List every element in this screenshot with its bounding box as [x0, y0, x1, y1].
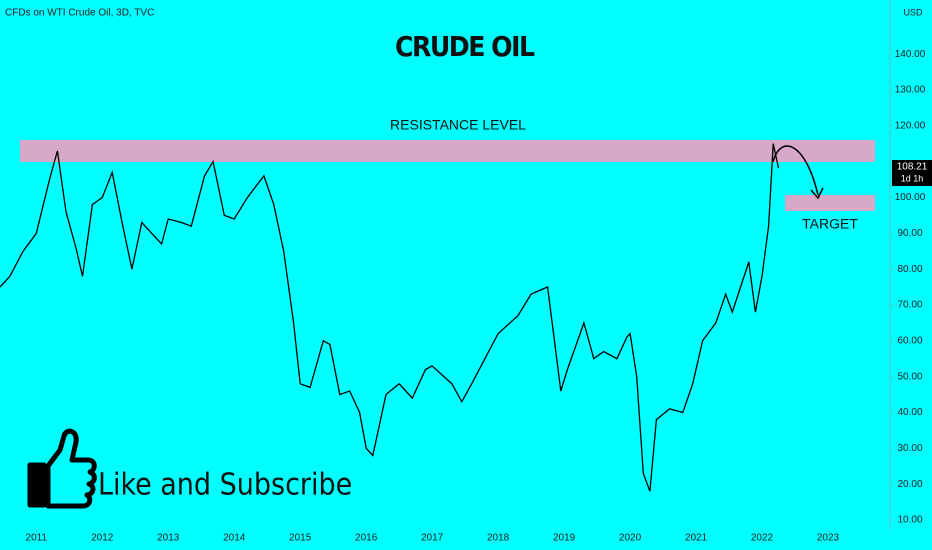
- y-tick-label: 10.00: [897, 515, 922, 526]
- y-tick-label: 40.00: [897, 407, 922, 418]
- y-tick-label: 100.00: [895, 192, 926, 203]
- arrow-head: [810, 187, 824, 200]
- countdown-label: 1d 1h: [901, 173, 924, 183]
- chart-title: CRUDE OIL: [395, 30, 535, 63]
- x-tick-label: 2021: [685, 533, 708, 544]
- y-tick-label: 80.00: [897, 264, 922, 275]
- y-tick-label: 90.00: [897, 228, 922, 239]
- thumb-icon: [27, 428, 97, 509]
- last-price-box: [892, 160, 932, 187]
- currency-label: USD: [903, 7, 923, 17]
- promo-text: Like and Subscribe: [98, 468, 352, 503]
- x-tick-label: 2011: [26, 533, 48, 544]
- y-tick-label: 30.00: [897, 443, 922, 454]
- target-label: TARGET: [802, 216, 858, 232]
- y-tick-label: 70.00: [897, 300, 922, 311]
- x-tick-label: 2012: [91, 533, 114, 544]
- x-tick-label: 2018: [487, 533, 510, 544]
- y-tick-label: 130.00: [895, 85, 926, 96]
- x-tick-label: 2015: [289, 533, 312, 544]
- resistance-label: RESISTANCE LEVEL: [390, 117, 526, 133]
- x-tick-label: 2023: [817, 533, 840, 544]
- target-zone: [785, 195, 875, 211]
- x-tick-label: 2017: [421, 533, 444, 544]
- last-price-label: 108.21: [897, 162, 928, 173]
- symbol-header: CFDs on WTI Crude Oil, 3D, TVC: [5, 8, 154, 19]
- x-tick-label: 2013: [157, 533, 180, 544]
- y-tick-label: 60.00: [897, 335, 922, 346]
- y-tick-label: 50.00: [897, 371, 922, 382]
- y-tick-label: 20.00: [897, 479, 922, 490]
- x-tick-label: 2016: [355, 533, 378, 544]
- x-tick-label: 2014: [223, 533, 246, 544]
- resistance-zone: [20, 140, 875, 162]
- x-tick-label: 2019: [553, 533, 576, 544]
- y-tick-label: 140.00: [895, 49, 926, 60]
- x-tick-label: 2020: [619, 533, 642, 544]
- price-line: [0, 143, 780, 492]
- x-tick-label: 2022: [751, 533, 774, 544]
- y-tick-label: 120.00: [895, 120, 926, 131]
